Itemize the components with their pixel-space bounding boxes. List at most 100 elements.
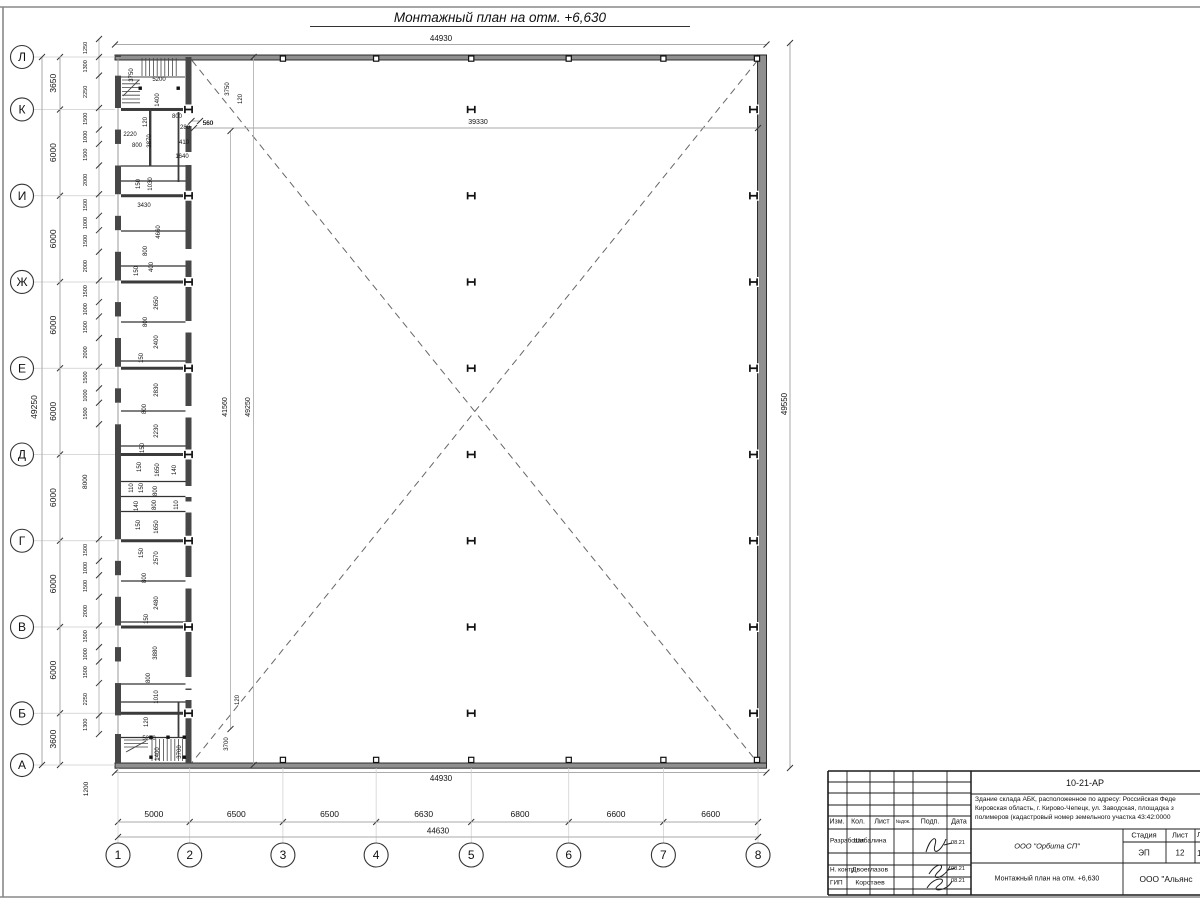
svg-text:2: 2 [186,848,193,862]
svg-text:6000: 6000 [48,315,58,334]
svg-text:800: 800 [142,572,148,583]
svg-text:1010: 1010 [154,690,160,704]
svg-text:44630: 44630 [427,827,450,836]
svg-text:560: 560 [203,121,214,127]
svg-text:1000: 1000 [83,217,89,229]
column-h-icon [465,535,477,546]
project-desc-line1: Здание склада АБК, расположенное по адре… [975,796,1176,803]
svg-text:3870: 3870 [147,134,153,148]
col-axis-bubble [556,842,582,868]
column-h-icon [748,190,759,201]
doc-title: Монтажный план на отм. +6,630 [994,875,1100,883]
svg-text:1000: 1000 [83,303,89,315]
svg-text:6000: 6000 [48,660,58,679]
svg-text:1500: 1500 [83,371,89,383]
column-h-icon [465,708,477,719]
svg-text:1300: 1300 [83,60,89,72]
axis-bubbles: Л К И Ж Е Д Г В Б А 1 2 3 4 5 6 7 8 [9,44,771,868]
col-axis-bubble [458,842,484,868]
row-axis-bubble [9,752,35,778]
col-axis-bubble [650,842,676,868]
svg-text:1500: 1500 [83,149,89,161]
column-h-icon [748,449,759,460]
col-izm: Изм. [829,818,845,826]
svg-text:800: 800 [172,114,183,120]
svg-text:1030: 1030 [148,177,154,191]
svg-text:1500: 1500 [83,630,89,642]
row-axis-bubble [9,442,35,467]
row-axis-bubble [9,614,35,640]
svg-text:6000: 6000 [48,143,58,162]
svg-text:8: 8 [755,848,762,862]
svg-text:150: 150 [139,547,145,558]
role-ncontrol: Н. контр. [830,866,857,874]
svg-text:1640: 1640 [175,154,189,160]
column-h-icon [183,622,194,633]
row-axis-bubble [9,356,35,381]
column-h-icon [748,535,759,546]
svg-text:2250: 2250 [83,86,89,98]
svg-text:560: 560 [203,120,214,127]
svg-text:150: 150 [137,461,143,472]
column-h-icon [183,104,194,115]
bracing-diagonals [191,60,758,763]
svg-text:1500: 1500 [83,544,89,556]
svg-text:1400: 1400 [155,93,161,107]
svg-text:41560: 41560 [222,397,229,417]
column-h-icon [183,708,194,719]
svg-text:49250: 49250 [245,397,252,417]
svg-text:6800: 6800 [511,809,530,819]
svg-text:120: 120 [235,694,241,705]
col-data: Дата [951,818,967,826]
col-podp: Подп. [920,818,940,826]
svg-text:150: 150 [136,178,142,189]
svg-text:110: 110 [129,483,135,493]
svg-text:1500: 1500 [83,407,89,419]
svg-text:4660: 4660 [156,225,162,239]
svg-text:6: 6 [565,848,572,862]
col-axis-bubble [270,842,296,868]
svg-text:1500: 1500 [83,580,89,592]
svg-text:3700: 3700 [177,745,183,759]
column-h-icon [465,276,477,287]
svg-text:6000: 6000 [48,402,58,421]
svg-text:1000: 1000 [83,389,89,401]
strip-dimension-labels: 3750 5200 1400 120 800 280 560 2220 800 3870 410 16… [123,68,244,761]
svg-text:3430: 3430 [137,203,151,209]
svg-text:44930: 44930 [430,34,453,43]
svg-text:1000: 1000 [83,131,89,143]
role-developer: Разработал [830,837,865,845]
col-axis-bubble [177,842,203,868]
svg-text:1650: 1650 [154,520,160,534]
svg-text:В: В [18,620,26,634]
svg-text:140: 140 [134,500,140,511]
svg-text:К: К [19,103,26,117]
svg-text:5000: 5000 [144,809,163,819]
company-name: ООО "Альянс [1139,874,1193,884]
column-h-icon [183,276,194,287]
svg-text:6000: 6000 [48,488,58,507]
svg-text:3880: 3880 [153,646,159,660]
svg-text:150: 150 [139,482,145,493]
svg-text:3600: 3600 [48,729,58,748]
svg-text:110: 110 [174,500,180,510]
name-developer: Шабалина [853,837,887,845]
column-h-icon [183,449,194,460]
svg-text:39330: 39330 [468,119,488,126]
svg-text:1000: 1000 [83,562,89,574]
drawing-title: Монтажный план на отм. +6,630 [310,10,690,27]
svg-text:И: И [18,189,27,203]
stage-header: Стадия [1131,830,1157,840]
svg-text:800: 800 [152,499,158,510]
doc-code: 10-21-АР [1065,778,1105,788]
row-axis-bubble [9,528,35,553]
svg-text:Д: Д [18,448,26,462]
svg-text:44930: 44930 [430,774,453,783]
column-h-icon [748,363,759,374]
svg-text:1400: 1400 [155,747,161,761]
svg-text:2480: 2480 [154,596,160,610]
row-axis-bubble [9,183,35,208]
svg-text:120: 120 [238,93,244,104]
svg-text:1500: 1500 [83,235,89,247]
svg-text:150: 150 [139,352,145,363]
